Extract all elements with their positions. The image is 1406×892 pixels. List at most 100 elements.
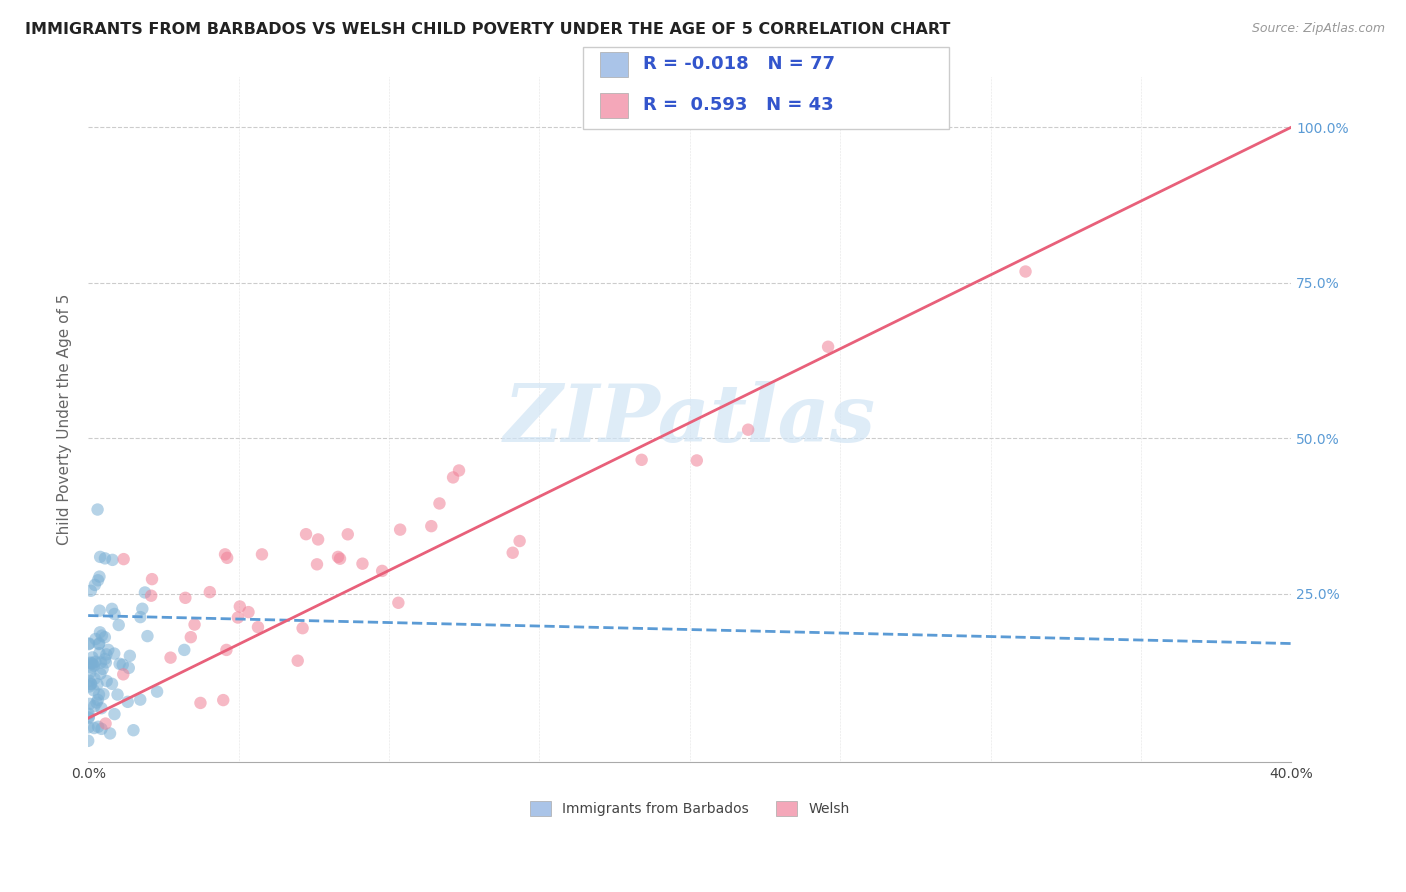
Point: [250, 547, 273, 561]
Point: [174, 591, 197, 605]
Point: [131, 601, 153, 615]
Point: [129, 610, 152, 624]
Point: [329, 551, 352, 566]
Point: [307, 533, 329, 547]
Point: [83, 698, 105, 713]
Point: [77, 706, 100, 721]
Point: [389, 523, 412, 537]
Point: [90, 629, 112, 643]
Point: [77, 709, 100, 723]
Point: [79, 656, 101, 670]
Point: [83, 658, 105, 673]
Point: [77, 673, 100, 688]
Point: [87, 688, 110, 702]
Point: [79, 697, 101, 711]
Point: [80, 656, 103, 670]
Point: [89, 569, 111, 583]
Point: [229, 599, 252, 614]
Point: [87, 720, 110, 734]
Point: [98, 726, 121, 740]
Point: [77, 636, 100, 650]
Text: R =  0.593   N = 43: R = 0.593 N = 43: [643, 96, 834, 114]
Point: [79, 680, 101, 694]
Point: [226, 610, 249, 624]
Point: [101, 553, 124, 567]
Point: [82, 650, 104, 665]
Y-axis label: Child Poverty Under the Age of 5: Child Poverty Under the Age of 5: [58, 293, 72, 545]
Point: [82, 657, 104, 671]
Point: [180, 630, 202, 644]
Legend: Immigrants from Barbados, Welsh: Immigrants from Barbados, Welsh: [523, 795, 856, 823]
Point: [246, 620, 269, 634]
Point: [118, 648, 141, 663]
Point: [84, 632, 107, 646]
Point: [86, 677, 108, 691]
Text: IMMIGRANTS FROM BARBADOS VS WELSH CHILD POVERTY UNDER THE AGE OF 5 CORRELATION C: IMMIGRANTS FROM BARBADOS VS WELSH CHILD …: [25, 22, 950, 37]
Point: [214, 547, 236, 561]
Point: [429, 496, 451, 510]
Point: [103, 647, 125, 661]
Point: [86, 502, 108, 516]
Point: [371, 564, 394, 578]
Point: [101, 602, 124, 616]
Point: [89, 636, 111, 650]
Point: [107, 618, 129, 632]
Point: [118, 661, 141, 675]
Point: [96, 648, 118, 662]
Point: [77, 720, 100, 734]
Point: [159, 650, 181, 665]
Point: [97, 643, 120, 657]
Point: [141, 589, 163, 603]
Point: [94, 630, 117, 644]
Point: [79, 665, 101, 680]
Point: [80, 677, 103, 691]
Point: [89, 604, 111, 618]
Point: [83, 721, 105, 735]
Point: [238, 605, 260, 619]
Point: [90, 656, 112, 670]
Point: [134, 585, 156, 599]
Point: [129, 692, 152, 706]
Point: [89, 549, 111, 564]
Point: [96, 673, 118, 688]
Point: [94, 652, 117, 666]
Point: [83, 578, 105, 592]
Point: [117, 695, 139, 709]
Point: [86, 696, 108, 710]
Point: [111, 657, 134, 672]
Point: [107, 688, 129, 702]
Point: [90, 722, 112, 736]
Text: Source: ZipAtlas.com: Source: ZipAtlas.com: [1251, 22, 1385, 36]
Point: [447, 463, 470, 477]
Point: [630, 452, 652, 467]
Point: [326, 549, 349, 564]
Text: R = -0.018   N = 77: R = -0.018 N = 77: [643, 55, 835, 73]
Point: [103, 707, 125, 722]
Point: [103, 607, 125, 621]
Point: [83, 672, 105, 686]
Point: [87, 637, 110, 651]
Point: [141, 572, 163, 586]
Point: [136, 629, 159, 643]
Point: [305, 558, 328, 572]
Point: [80, 583, 103, 598]
Point: [122, 723, 145, 738]
Point: [93, 687, 115, 701]
Point: [77, 637, 100, 651]
Point: [112, 552, 135, 566]
Point: [336, 527, 359, 541]
Point: [77, 734, 100, 748]
Point: [94, 656, 117, 670]
Point: [295, 527, 318, 541]
Point: [190, 696, 212, 710]
Point: [146, 684, 169, 698]
Point: [101, 677, 124, 691]
Point: [89, 666, 111, 681]
Point: [173, 643, 195, 657]
Text: ZIPatlas: ZIPatlas: [503, 381, 876, 458]
Point: [112, 667, 135, 681]
Point: [80, 677, 103, 691]
Point: [352, 557, 374, 571]
Point: [502, 546, 524, 560]
Point: [91, 662, 114, 676]
